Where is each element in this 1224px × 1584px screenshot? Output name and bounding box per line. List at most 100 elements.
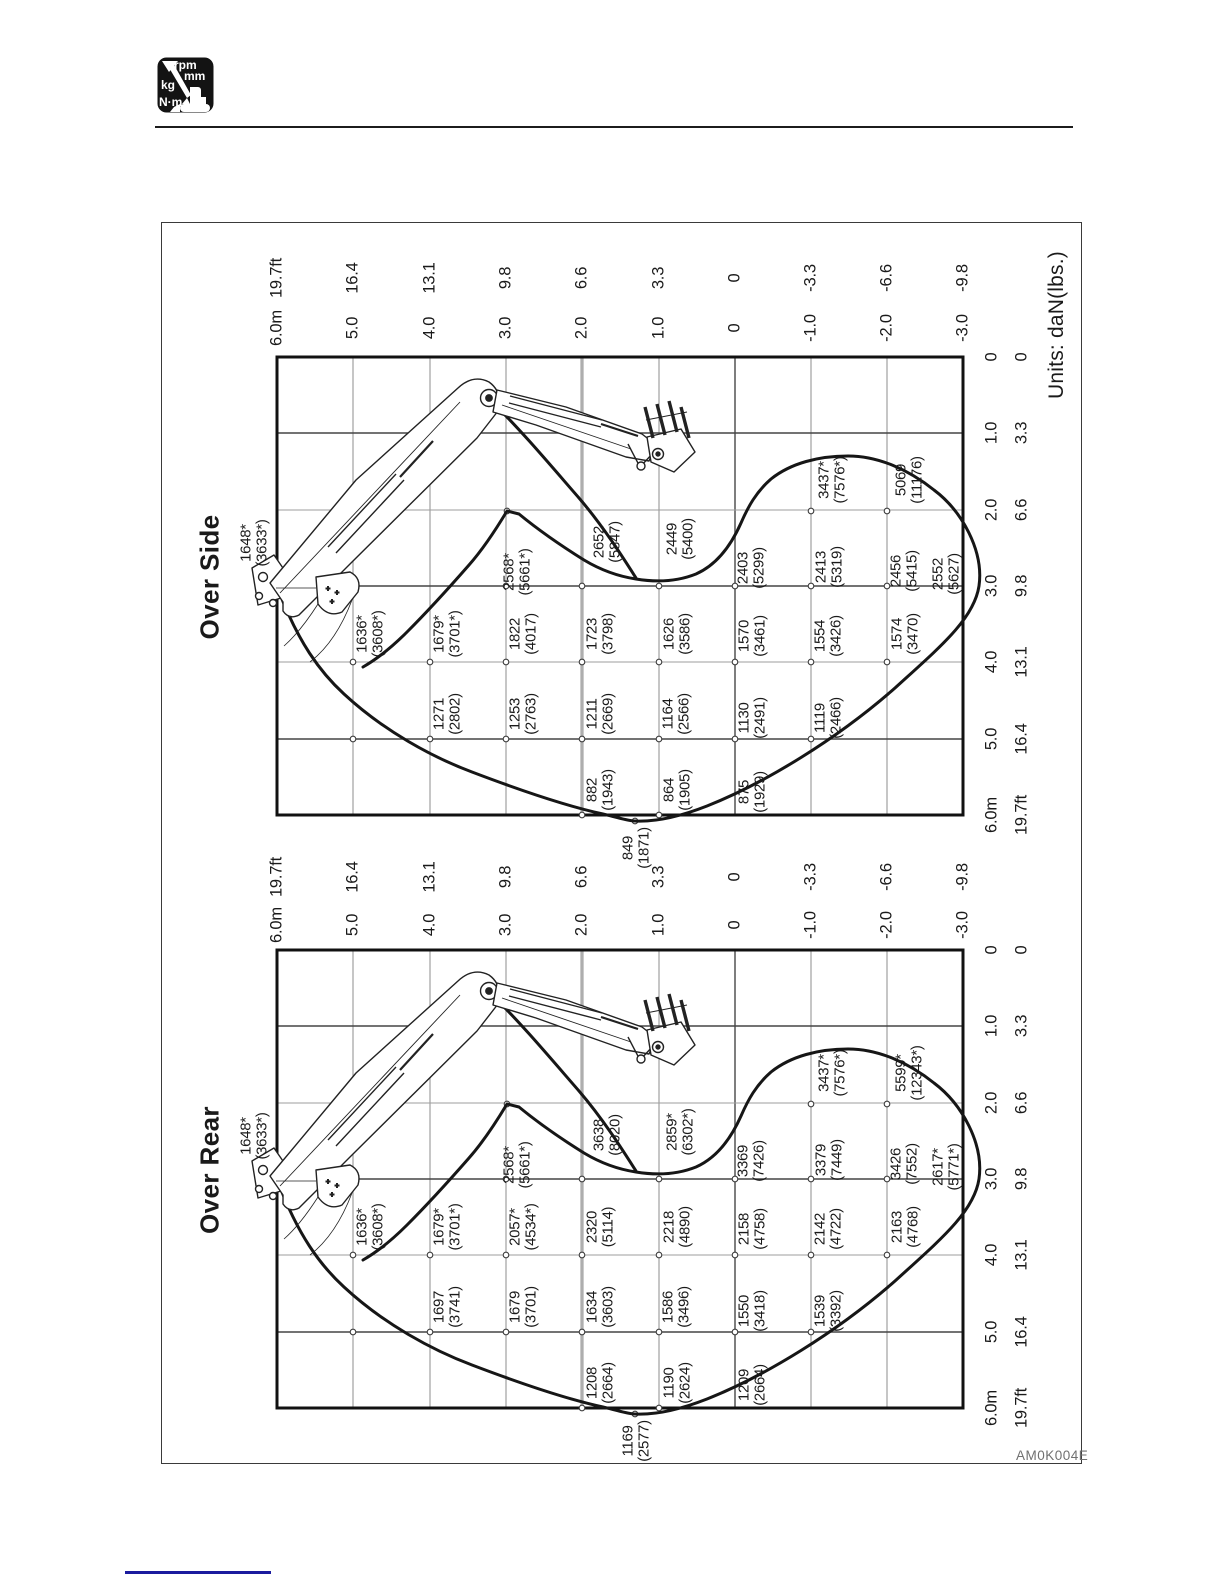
capacity-cell: 2158 (4758) xyxy=(735,1208,768,1250)
height-axis-label-m: -1.0 xyxy=(801,314,820,342)
capacity-cell: 1550 (3418) xyxy=(735,1290,768,1332)
height-axis-label-m: 5.0 xyxy=(343,316,362,340)
height-axis-label-m: 6.0m xyxy=(267,310,286,346)
capacity-cell: 1554 (3426) xyxy=(811,615,844,657)
reach-axis-label-m: 0 xyxy=(982,945,1001,955)
excavator-cab-icon xyxy=(190,87,206,106)
reach-axis-label-m: 3.0 xyxy=(982,574,1001,598)
reach-axis-label-m: 2.0 xyxy=(982,498,1001,522)
reach-axis-label-ft: 6.6 xyxy=(1012,498,1031,522)
capacity-cell: 2218 (4890) xyxy=(660,1206,693,1248)
reach-axis-label-m: 5.0 xyxy=(982,1320,1001,1344)
height-axis-label-ft: 3.3 xyxy=(649,865,668,889)
height-axis-label-ft: -9.8 xyxy=(953,863,972,891)
capacity-cell: 3638 (8020) xyxy=(590,1114,623,1156)
reach-axis-label-ft: 13.1 xyxy=(1012,646,1031,678)
capacity-cell: 3437* (7576*) xyxy=(815,1049,848,1097)
reach-axis-label-ft: 16.4 xyxy=(1012,723,1031,755)
height-axis-label-m: 3.0 xyxy=(496,316,515,340)
capacity-cell: 2057* (4534*) xyxy=(506,1203,539,1251)
reach-axis-label-m: 5.0 xyxy=(982,727,1001,751)
reach-axis-label-ft: 0 xyxy=(1012,352,1031,362)
reach-axis-label-m: 1.0 xyxy=(982,1014,1001,1038)
height-axis-label-m: -3.0 xyxy=(953,314,972,342)
capacity-cell: 1648* (3633*) xyxy=(237,1112,270,1160)
capacity-cell: 2403 (5299) xyxy=(734,547,767,589)
capacity-cell: 2568* (5661*) xyxy=(500,1141,533,1189)
reach-axis-label-ft: 3.3 xyxy=(1012,1014,1031,1038)
capacity-cell: 2652 (5847) xyxy=(590,521,623,563)
reach-axis-label-ft: 16.4 xyxy=(1012,1316,1031,1348)
capacity-cell: 1648* (3633*) xyxy=(237,519,270,567)
reach-axis-label-ft: 9.8 xyxy=(1012,1167,1031,1191)
reach-axis-label-m: 6.0m xyxy=(982,1390,1001,1426)
height-axis-label-m: 6.0m xyxy=(267,907,286,943)
height-axis-label-m: 0 xyxy=(725,323,744,333)
reach-axis-label-m: 1.0 xyxy=(982,421,1001,445)
icon-label-kg: kg xyxy=(161,78,176,92)
capacity-cell: 1697 (3741) xyxy=(430,1286,463,1328)
capacity-cell: 1679 (3701) xyxy=(506,1286,539,1328)
capacity-cell: 1208 (2664) xyxy=(583,1362,616,1404)
height-axis-label-ft: -3.3 xyxy=(801,863,820,891)
height-axis-label-ft: 6.6 xyxy=(572,865,591,889)
capacity-cell: 1539 (3392) xyxy=(811,1290,844,1332)
height-axis-label-m: 3.0 xyxy=(496,913,515,937)
figure-code: AM0K004E xyxy=(1016,1448,1089,1463)
height-axis-label-ft: -6.6 xyxy=(877,863,896,891)
reach-axis-label-ft: 6.6 xyxy=(1012,1091,1031,1115)
reach-axis-label-m: 0 xyxy=(982,352,1001,362)
capacity-cell: 882 (1943) xyxy=(583,769,616,811)
capacity-cell: 3426 (7552) xyxy=(887,1143,920,1185)
reach-axis-label-ft: 3.3 xyxy=(1012,421,1031,445)
capacity-cell: 2568* (5661*) xyxy=(500,548,533,596)
capacity-cell: 2552 (5627) xyxy=(929,553,962,595)
capacity-cell: 2163 (4768) xyxy=(888,1206,921,1248)
height-axis-label-m: -3.0 xyxy=(953,911,972,939)
capacity-cell: 2859* (6302*) xyxy=(663,1108,696,1156)
capacity-cell: 1822 (4017) xyxy=(506,613,539,655)
capacity-cell: 3369 (7426) xyxy=(734,1140,767,1182)
capacity-cell: 1253 (2763) xyxy=(506,693,539,735)
capacity-cell: 1723 (3798) xyxy=(583,613,616,655)
capacity-cell: 1679* (3701*) xyxy=(430,610,463,658)
height-axis-label-ft: 9.8 xyxy=(496,865,515,889)
capacity-cell: 1209 (2664) xyxy=(735,1364,768,1406)
capacity-cell: 1634 (3603) xyxy=(583,1286,616,1328)
capacity-cell: 1190 (2624) xyxy=(660,1362,693,1404)
capacity-cell: 1679* (3701*) xyxy=(430,1203,463,1251)
height-axis-label-m: 1.0 xyxy=(649,913,668,937)
capacity-cell: 1626 (3586) xyxy=(660,613,693,655)
capacity-cell: 1211 (2669) xyxy=(583,693,616,735)
height-axis-label-m: 1.0 xyxy=(649,316,668,340)
reach-axis-label-ft: 19.7ft xyxy=(1012,794,1031,836)
capacity-cell: 2449 (5400) xyxy=(663,518,696,560)
capacity-cell: 2617* (5771*) xyxy=(929,1143,962,1191)
capacity-cell: 849 (1871) xyxy=(619,827,652,869)
reach-axis-label-ft: 19.7ft xyxy=(1012,1387,1031,1429)
capacity-cell: 5069 (11176) xyxy=(892,456,925,504)
height-axis-label-m: 2.0 xyxy=(572,316,591,340)
header-rule xyxy=(155,126,1073,128)
height-axis-label-ft: 13.1 xyxy=(420,262,439,294)
capacity-cell: 1119 (2466) xyxy=(811,697,844,739)
boom-slash-icon xyxy=(168,63,191,98)
reach-axis-label-ft: 13.1 xyxy=(1012,1239,1031,1271)
height-axis-label-ft: 6.6 xyxy=(572,266,591,290)
height-axis-label-ft: 3.3 xyxy=(649,266,668,290)
icon-label-rpm: rpm xyxy=(174,58,197,72)
capacity-cell: 5599* (12343*) xyxy=(892,1045,925,1101)
height-axis-label-m: 4.0 xyxy=(420,316,439,340)
reach-axis-label-ft: 9.8 xyxy=(1012,574,1031,598)
capacity-cell: 1586 (3496) xyxy=(659,1286,692,1328)
capacity-cell: 1636* (3608*) xyxy=(353,1203,386,1251)
height-axis-label-ft: -6.6 xyxy=(877,264,896,292)
height-axis-label-ft: 16.4 xyxy=(343,861,362,893)
icon-label-mm: mm xyxy=(184,69,206,83)
capacity-cell: 1169 (2577) xyxy=(619,1420,652,1462)
height-axis-label-ft: 0 xyxy=(725,872,744,882)
capacity-cell: 1570 (3461) xyxy=(735,615,768,657)
height-axis-label-m: 5.0 xyxy=(343,913,362,937)
